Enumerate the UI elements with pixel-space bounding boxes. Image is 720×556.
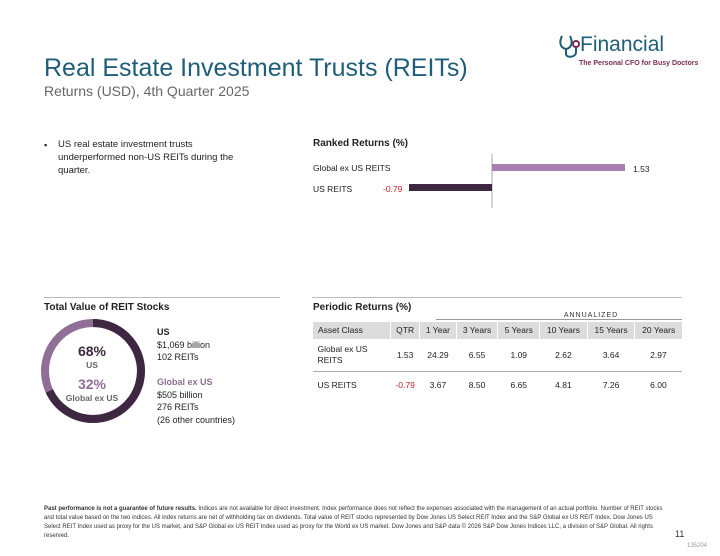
value-label-us: -0.79 [383, 184, 403, 194]
cell-20y: 2.97 [634, 339, 682, 372]
column-header: Asset Class [312, 322, 391, 339]
disclaimer: Past performance is not a guarantee of f… [44, 505, 669, 541]
disclaimer-bold: Past performance is not a guarantee of f… [44, 506, 197, 512]
us-details-value: $1,069 billion [157, 339, 211, 350]
cell-qtr: 1.53 [390, 339, 420, 372]
value-label-global-ex-us: 1.53 [633, 164, 650, 174]
annualized-rule [436, 319, 682, 320]
column-header: 5 Years [497, 322, 540, 339]
logo-tagline: The Personal CFO for Busy Doctors [579, 60, 699, 67]
annualized-label: ANNUALIZED [563, 312, 619, 319]
column-header: 3 Years [455, 322, 498, 339]
cell-15y: 3.64 [587, 339, 635, 372]
ex-us-share-percent: 32% [77, 376, 107, 392]
company-logo: Financial The Personal CFO for Busy Doct… [558, 33, 698, 77]
cell-5y: 1.09 [497, 339, 540, 372]
cell-3y: 8.50 [468, 379, 486, 390]
bar-global-ex-us-reits [492, 164, 625, 171]
cell-10y: 4.81 [555, 379, 572, 390]
category-label-global-ex-us: Global ex US REITS [313, 163, 391, 173]
cell-10y: 2.62 [539, 339, 588, 372]
divider-right [312, 297, 682, 298]
ex-us-share-label: Global ex US [65, 393, 119, 403]
cell-1y: 24.29 [419, 339, 457, 372]
cell-asset: US REITS [317, 379, 357, 390]
cell-20y: 6.00 [650, 379, 667, 390]
cell-qtr: -0.79 [395, 379, 415, 390]
cell-asset: Global ex US REITS [312, 339, 391, 372]
us-share-label: US [86, 360, 98, 370]
ex-us-details-count: 276 REITs [157, 402, 199, 412]
cell-15y: 7.26 [602, 379, 620, 390]
ex-us-details: Global ex US $505 billion 276 REITs (26 … [157, 376, 235, 426]
page-subtitle: Returns (USD), 4th Quarter 2025 [44, 83, 250, 99]
periodic-returns-heading: Periodic Returns (%) [313, 302, 412, 313]
column-header: 15 Years [586, 322, 635, 339]
document-code: 135204 [687, 543, 708, 549]
cell-5y: 6.65 [510, 379, 528, 390]
table-header-row: Asset Class QTR 1 Year 3 Years 5 Years 1… [312, 322, 682, 339]
column-header: 1 Year [419, 322, 457, 339]
column-header: 10 Years [539, 322, 588, 339]
total-value-heading: Total Value of REIT Stocks [44, 302, 170, 313]
category-label-us: US REITS [313, 184, 353, 194]
logo-wordmark: Financial [580, 33, 665, 56]
donut-segment-us [41, 319, 145, 423]
ex-us-details-note: (26 other countries) [157, 414, 236, 425]
column-header: 20 Years [634, 322, 682, 339]
us-details: US $1,069 billion 102 REITs [157, 326, 210, 364]
table-row: Global ex US REITS 1.53 24.29 6.55 1.09 … [312, 339, 682, 372]
us-details-count: 102 REITs [157, 352, 199, 362]
bar-us-reits [409, 184, 492, 191]
us-details-name: US [157, 327, 170, 337]
page-title: Real Estate Investment Trusts (REITs) [44, 54, 468, 82]
periodic-returns-table: Asset Class QTR 1 Year 3 Years 5 Years 1… [312, 322, 682, 398]
bullet-icon: ▪ [44, 140, 48, 150]
summary-text: US real estate investment trusts underpe… [58, 139, 234, 176]
page-number: 11 [675, 529, 685, 539]
divider-left [44, 297, 280, 298]
ranked-returns-chart [409, 154, 625, 208]
ranked-returns-heading: Ranked Returns (%) [313, 138, 409, 149]
table-row: US REITS -0.79 3.67 8.50 6.65 4.81 7.26 … [313, 372, 683, 399]
us-share-percent: 68% [77, 343, 107, 359]
stethoscope-icon [559, 35, 580, 58]
disclaimer-text: Indices are not available for direct inv… [44, 506, 663, 539]
column-header: QTR [389, 322, 420, 339]
cell-3y: 6.55 [456, 339, 498, 372]
total-value-donut [41, 319, 145, 423]
ex-us-details-value: $505 billion [157, 389, 203, 400]
ex-us-details-name: Global ex US [157, 377, 213, 387]
cell-1y: 3.67 [429, 379, 447, 390]
